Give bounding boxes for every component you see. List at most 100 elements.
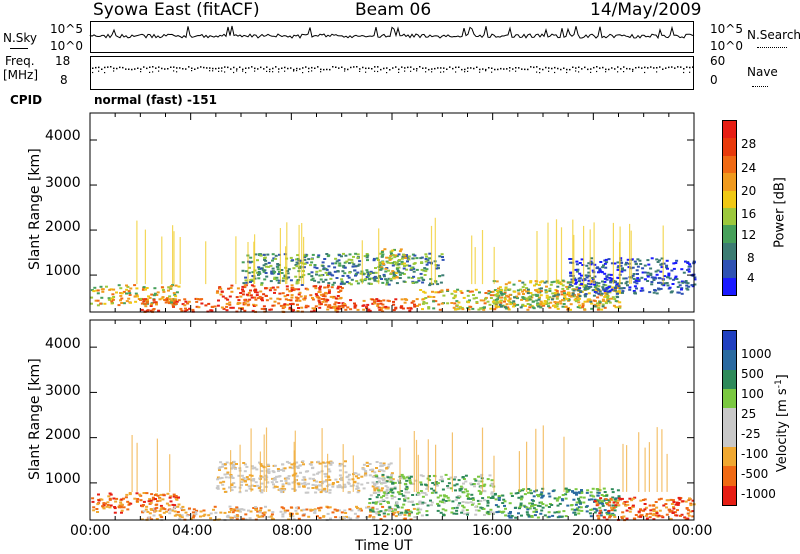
power-cell (559, 302, 563, 305)
velocity-cell (275, 485, 279, 488)
power-cell (555, 305, 559, 308)
power-cell (541, 280, 545, 283)
power-cell (180, 309, 184, 312)
power-cell (160, 286, 164, 289)
power-cell (405, 298, 409, 301)
power-cell (411, 266, 415, 269)
nave-dot (359, 70, 361, 72)
power-cell (539, 306, 543, 309)
power-cell (387, 300, 391, 303)
velocity-cell (313, 511, 317, 514)
velocity-cell (385, 493, 389, 496)
velocity-cell (502, 510, 506, 513)
power-cell (539, 303, 543, 306)
velocity-cell (92, 509, 96, 512)
velocity-cell (221, 463, 225, 466)
power-cell (531, 293, 535, 296)
cpid-value: normal (fast) -151 (94, 93, 217, 107)
plot-frames (89, 112, 695, 521)
velocity-cell (479, 475, 483, 478)
power-cell (373, 299, 377, 302)
power-cell (155, 294, 159, 296)
velocity-cell (477, 509, 481, 512)
power-cell (616, 286, 619, 289)
velocity-cell (172, 495, 176, 498)
power-cell (422, 269, 426, 272)
nave-dot (464, 71, 466, 73)
velocity-cell (279, 489, 283, 492)
velocity-cell (308, 477, 312, 480)
freq-dot (515, 67, 517, 69)
power-cell (686, 282, 690, 285)
power-cell (688, 263, 692, 266)
velocity-cell (213, 505, 217, 508)
power-cell (310, 258, 314, 261)
freq-dot (620, 68, 622, 70)
nave-dot (509, 70, 511, 72)
velocity-cell (676, 509, 679, 512)
power-cell (498, 286, 502, 289)
velocity-cell (318, 481, 322, 484)
power-cell (186, 302, 190, 305)
power-cell (606, 295, 610, 298)
power-cell (555, 290, 559, 292)
freq-dot (227, 66, 229, 69)
velocity-cell (407, 475, 411, 478)
power-streak (378, 228, 380, 285)
power-cell (566, 281, 570, 284)
power-streak (474, 247, 476, 285)
power-cell (663, 275, 667, 278)
power-cell (262, 270, 266, 273)
power-cell (150, 293, 154, 296)
power-cell (539, 294, 543, 297)
freq-dot (434, 67, 436, 70)
freq-dot (125, 68, 127, 70)
power-cell (320, 293, 324, 296)
power-cell (169, 287, 173, 290)
velocity-cell (472, 483, 476, 485)
power-cell (365, 256, 369, 259)
power-cell (633, 281, 637, 284)
velocity-cell (469, 497, 472, 500)
velocity-cell (315, 480, 319, 483)
power-cell (258, 295, 262, 298)
velocity-cell (372, 517, 376, 520)
velocity-cell (374, 502, 378, 505)
power-cell (432, 307, 436, 310)
freq-dot (299, 68, 301, 70)
power-cell (419, 289, 423, 291)
velocity-cell (338, 462, 342, 465)
power-cell (288, 303, 292, 306)
power-cell (576, 306, 580, 309)
power-cell (649, 267, 653, 270)
velocity-cell (158, 497, 162, 500)
velocity-cell (590, 508, 594, 511)
power-cell (428, 284, 432, 287)
velocity-cell (525, 511, 529, 514)
velocity-cell (536, 504, 540, 507)
velocity-cell (670, 510, 674, 513)
velocity-streak (626, 445, 628, 492)
velocity-cell (324, 480, 328, 483)
power-cell (271, 267, 275, 270)
velocity-cell (403, 498, 406, 501)
velocity-cell (575, 493, 578, 496)
velocity-cell (501, 502, 505, 504)
velocity-cell (368, 502, 372, 505)
power-cell (111, 293, 115, 296)
velocity-cell (256, 510, 260, 513)
power-cell (657, 281, 660, 284)
freq-dot (131, 68, 133, 71)
velocity-cell (454, 499, 458, 502)
freq-dot (359, 68, 361, 70)
velocity-cell (381, 499, 385, 502)
power-cell (634, 262, 638, 265)
velocity-cell (382, 495, 386, 497)
power-cell (318, 274, 322, 277)
power-cell (493, 308, 497, 311)
power-cell (310, 275, 314, 278)
power-cell (587, 279, 591, 282)
velocity-cell (343, 509, 347, 512)
freq-dot (272, 67, 274, 70)
freq-dot (320, 68, 322, 71)
